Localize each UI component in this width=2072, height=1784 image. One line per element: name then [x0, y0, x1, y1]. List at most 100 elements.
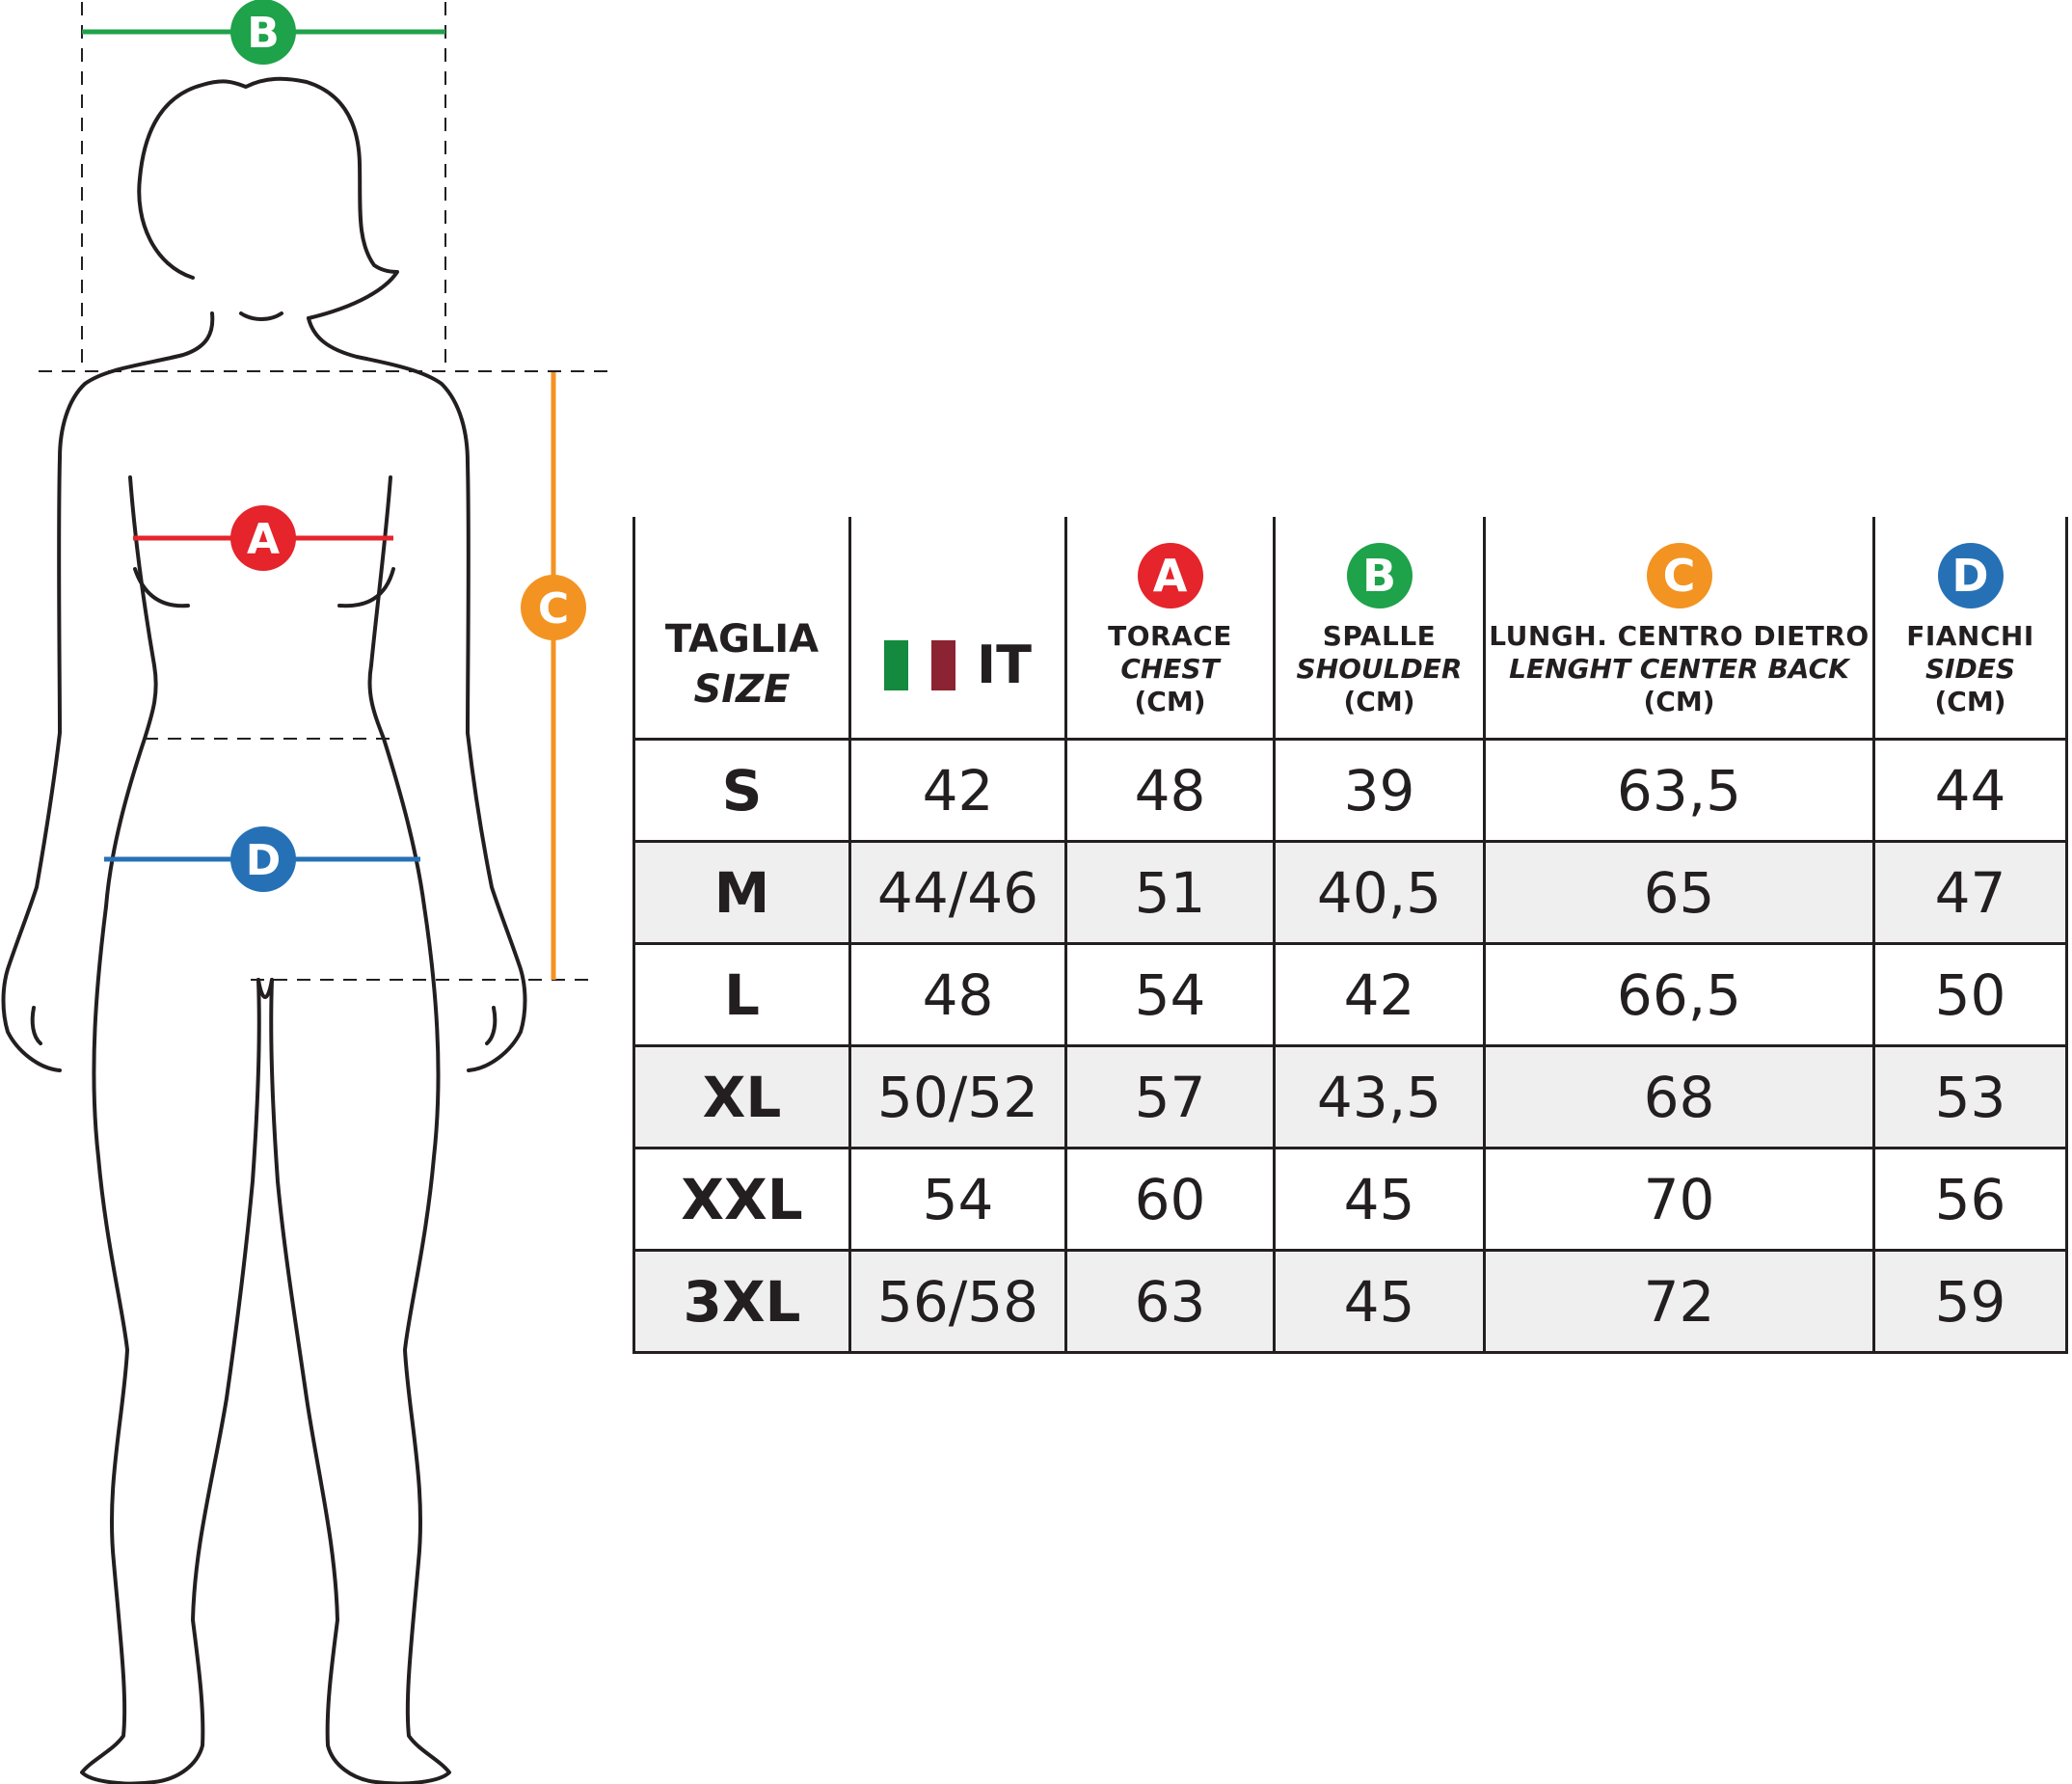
table-row: M 44/46 51 40,5 65 47 [632, 840, 2068, 945]
female-silhouette-diagram: B A D C [1, 0, 617, 1784]
header-it-wrap: IT [884, 635, 1032, 695]
right-body-outline [307, 316, 527, 1072]
size-cell: L [632, 942, 851, 1047]
badge-c: C [521, 575, 586, 640]
header-shoulder-badge: B [1346, 543, 1413, 608]
right-inner-arm [367, 475, 426, 908]
header-sides-sub: SIDES [1924, 653, 2016, 685]
length-cell: 72 [1483, 1249, 1875, 1354]
header-shoulder-sub: SHOULDER [1296, 653, 1463, 685]
header-shoulder-unit: (CM) [1343, 686, 1415, 717]
size-chart-table: TAGLIA SIZE IT A TORACE CHEST (CM) [632, 517, 2068, 1354]
badge-b: B [230, 0, 296, 65]
chest-cell: 54 [1064, 942, 1276, 1047]
length-cell: 65 [1483, 840, 1875, 945]
silhouette-outline [1, 76, 527, 1784]
header-sides-unit: (CM) [1934, 686, 2006, 717]
it-cell: 44/46 [848, 840, 1067, 945]
header-chest: A TORACE CHEST (CM) [1064, 517, 1276, 741]
header-length-badge: C [1646, 543, 1712, 608]
header-chest-badge: A [1137, 543, 1203, 608]
header-chest-main: TORACE [1108, 620, 1232, 652]
sides-cell: 53 [1872, 1044, 2068, 1149]
header-sides-badge: D [1937, 543, 2004, 608]
shoulder-cell: 39 [1273, 738, 1486, 843]
header-sides-main: FIANCHI [1906, 620, 2034, 652]
left-inner-arm [104, 475, 158, 908]
it-cell: 42 [848, 738, 1067, 843]
badge-c-circle [521, 575, 586, 640]
header-it-label: IT [977, 635, 1032, 695]
table-row: L 48 54 42 66,5 50 [632, 942, 2068, 1047]
header-length-sub: LENGHT CENTER BACK [1509, 653, 1849, 685]
header-taglia-sub: SIZE [693, 667, 791, 712]
sides-cell: 44 [1872, 738, 2068, 843]
sides-cell: 47 [1872, 840, 2068, 945]
header-length-main: LUNGH. CENTRO DIETRO [1489, 620, 1870, 652]
body-measurement-figure: B A D C [0, 0, 636, 1784]
header-shoulder: B SPALLE SHOULDER (CM) [1273, 517, 1486, 741]
size-cell: M [632, 840, 851, 945]
length-cell: 66,5 [1483, 942, 1875, 1047]
badge-b-label: B [247, 9, 280, 58]
right-chest-curve [337, 567, 395, 608]
chin-outline [239, 311, 283, 321]
it-cell: 54 [848, 1147, 1067, 1252]
badge-b-circle [230, 0, 296, 65]
table-row: S 42 48 39 63,5 44 [632, 738, 2068, 843]
size-cell: XL [632, 1044, 851, 1149]
chest-cell: 63 [1064, 1249, 1276, 1354]
length-cell: 68 [1483, 1044, 1875, 1149]
header-shoulder-main: SPALLE [1322, 620, 1437, 652]
header-it: IT [848, 517, 1067, 741]
crotch-outline [256, 978, 274, 999]
size-cell: 3XL [632, 1249, 851, 1354]
shoulder-cell: 40,5 [1273, 840, 1486, 945]
header-length-unit: (CM) [1643, 686, 1715, 717]
header-length: C LUNGH. CENTRO DIETRO LENGHT CENTER BAC… [1483, 517, 1875, 741]
header-sides: D FIANCHI SIDES (CM) [1872, 517, 2068, 741]
header-taglia-main: TAGLIA [664, 617, 820, 662]
chest-cell: 57 [1064, 1044, 1276, 1149]
flag-green-stripe [884, 639, 908, 690]
size-cell: S [632, 738, 851, 843]
length-cell: 70 [1483, 1147, 1875, 1252]
chest-cell: 51 [1064, 840, 1276, 945]
header-chest-unit: (CM) [1134, 686, 1206, 717]
chest-cell: 48 [1064, 738, 1276, 843]
badge-c-label: C [538, 584, 569, 634]
it-cell: 48 [848, 942, 1067, 1047]
badge-a-circle [230, 505, 296, 571]
header-taglia: TAGLIA SIZE [632, 517, 851, 741]
flag-red-stripe [931, 639, 956, 690]
left-body-outline [1, 311, 215, 1072]
size-cell: XXL [632, 1147, 851, 1252]
table-row: 3XL 56/58 63 45 72 59 [632, 1249, 2068, 1354]
chest-cell: 60 [1064, 1147, 1276, 1252]
italian-flag-icon [884, 639, 956, 690]
shoulder-cell: 45 [1273, 1249, 1486, 1354]
badge-a-label: A [247, 515, 280, 564]
sides-cell: 59 [1872, 1249, 2068, 1354]
flag-white-stripe [907, 639, 932, 690]
table-row: XL 50/52 57 43,5 68 53 [632, 1044, 2068, 1149]
guide-lines [39, 2, 617, 981]
header-chest-sub: CHEST [1120, 653, 1220, 685]
length-cell: 63,5 [1483, 738, 1875, 843]
shoulder-cell: 45 [1273, 1147, 1486, 1252]
left-thumb [30, 1006, 42, 1045]
left-leg-outline [80, 905, 261, 1784]
it-cell: 50/52 [848, 1044, 1067, 1149]
left-chest-curve [133, 567, 190, 608]
badge-a: A [230, 505, 296, 571]
right-leg-outline [269, 905, 451, 1784]
sides-cell: 56 [1872, 1147, 2068, 1252]
it-cell: 56/58 [848, 1249, 1067, 1354]
right-thumb [485, 1006, 498, 1045]
table-row: XXL 54 60 45 70 56 [632, 1147, 2068, 1252]
hair-outline [137, 76, 399, 320]
sides-cell: 50 [1872, 942, 2068, 1047]
shoulder-cell: 43,5 [1273, 1044, 1486, 1149]
badge-d-circle [230, 826, 296, 892]
badge-d-label: D [246, 836, 282, 885]
